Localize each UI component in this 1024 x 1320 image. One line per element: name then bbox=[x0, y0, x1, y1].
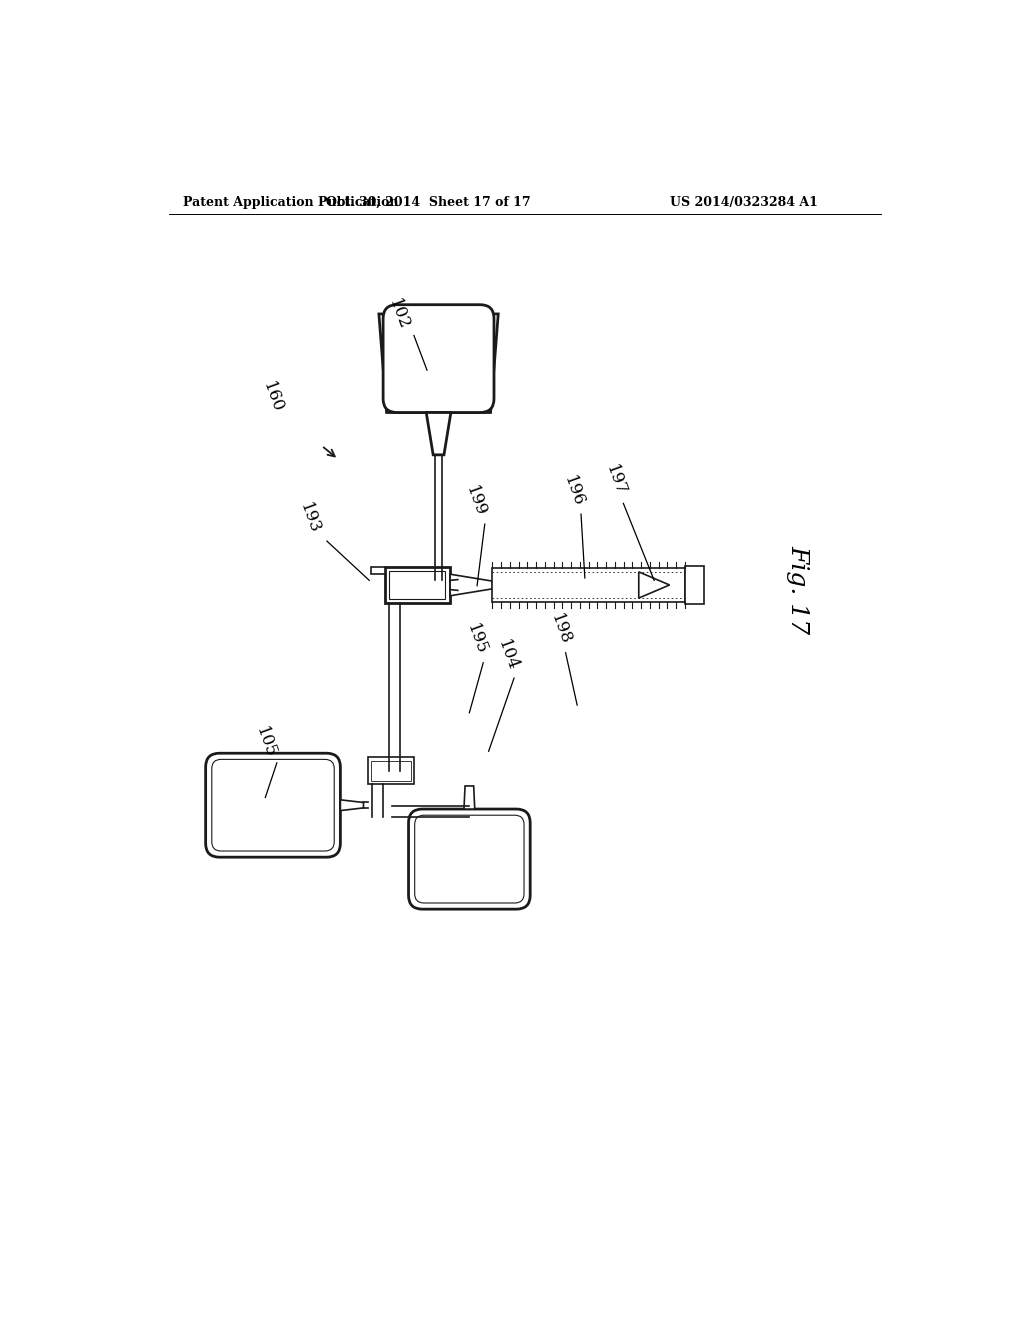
Text: 160: 160 bbox=[260, 379, 287, 414]
Text: Patent Application Publication: Patent Application Publication bbox=[183, 195, 398, 209]
Text: 193: 193 bbox=[296, 500, 323, 537]
Text: 199: 199 bbox=[462, 483, 488, 519]
FancyBboxPatch shape bbox=[212, 759, 334, 851]
Text: 102: 102 bbox=[385, 296, 412, 331]
Text: 197: 197 bbox=[602, 462, 629, 498]
Polygon shape bbox=[451, 574, 493, 595]
Text: Oct. 30, 2014  Sheet 17 of 17: Oct. 30, 2014 Sheet 17 of 17 bbox=[327, 195, 530, 209]
Text: US 2014/0323284 A1: US 2014/0323284 A1 bbox=[670, 195, 817, 209]
Text: 196: 196 bbox=[560, 474, 587, 508]
Bar bbox=[493, 568, 685, 602]
Bar bbox=[385, 566, 451, 603]
Bar bbox=[685, 566, 705, 605]
Bar bbox=[371, 760, 411, 780]
Polygon shape bbox=[426, 412, 451, 455]
Polygon shape bbox=[340, 800, 364, 810]
Text: 104: 104 bbox=[495, 638, 521, 673]
Polygon shape bbox=[639, 572, 670, 598]
FancyBboxPatch shape bbox=[206, 754, 340, 857]
FancyBboxPatch shape bbox=[415, 816, 524, 903]
FancyBboxPatch shape bbox=[409, 809, 530, 909]
Text: Fig. 17: Fig. 17 bbox=[786, 545, 810, 634]
Text: 105: 105 bbox=[252, 725, 279, 760]
Bar bbox=[368, 758, 414, 784]
Text: 195: 195 bbox=[464, 622, 490, 657]
FancyBboxPatch shape bbox=[383, 305, 494, 412]
Polygon shape bbox=[464, 785, 475, 809]
Bar bbox=[389, 572, 445, 599]
Polygon shape bbox=[379, 314, 499, 412]
Bar bbox=[371, 566, 385, 574]
Text: 198: 198 bbox=[547, 611, 573, 648]
